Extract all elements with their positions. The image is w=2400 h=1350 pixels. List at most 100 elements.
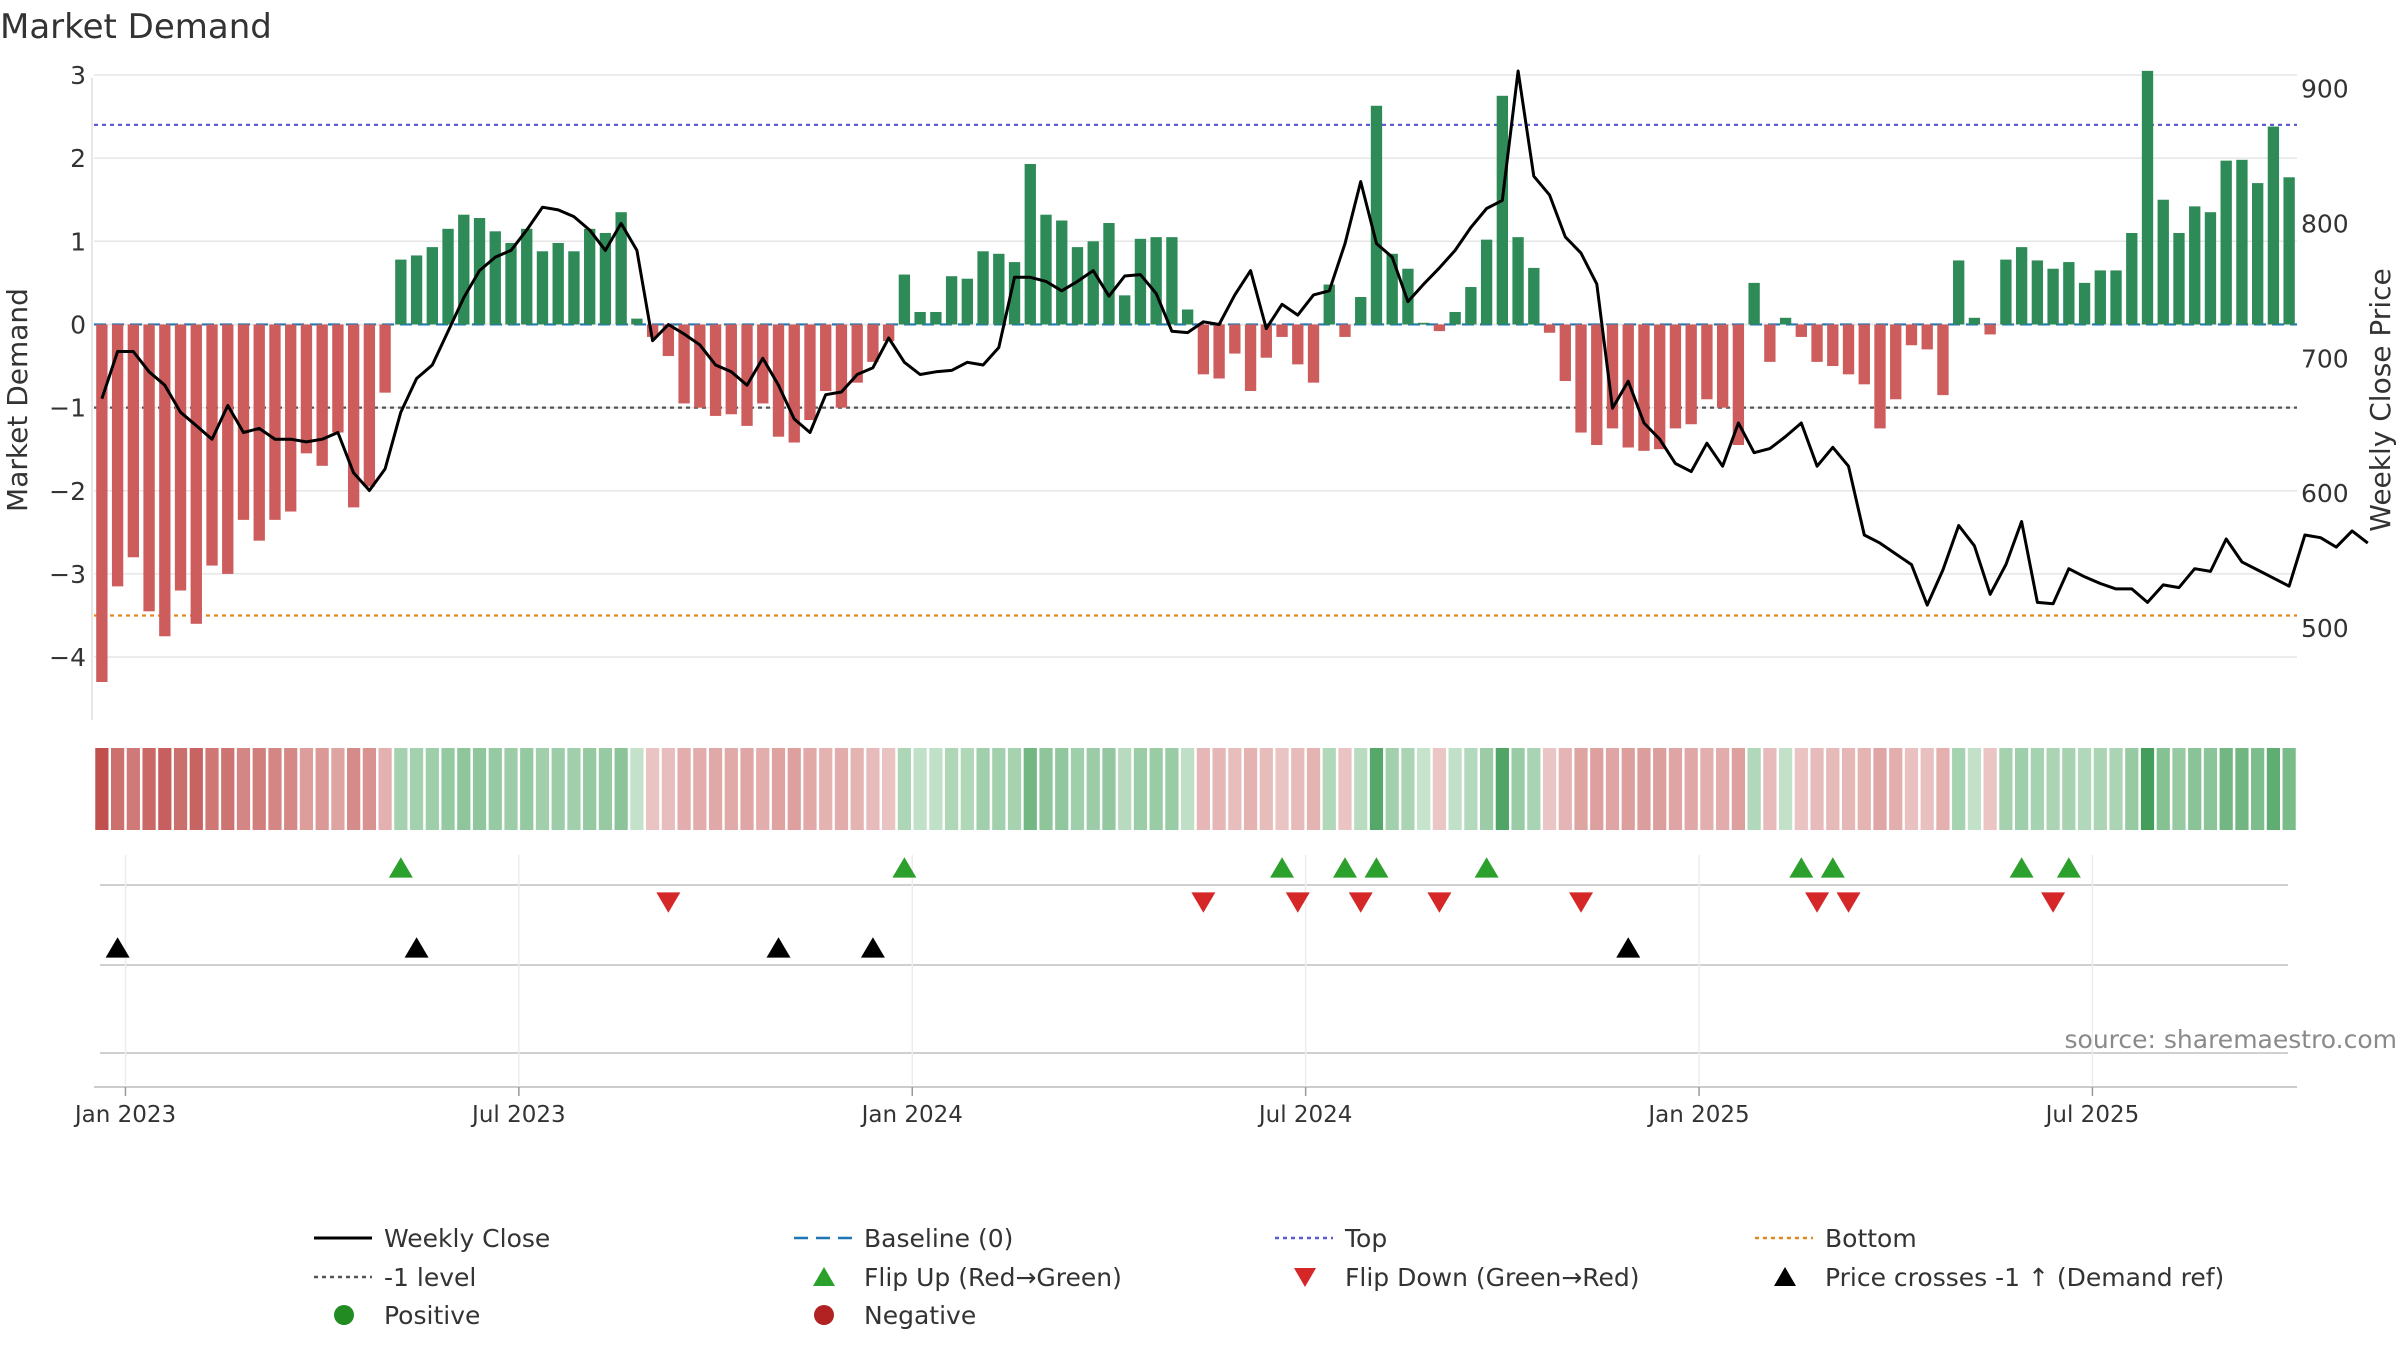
- legend-label: Bottom: [1825, 1224, 1917, 1253]
- demand-bar-positive: [2110, 270, 2122, 325]
- y-left-tick-label: −2: [49, 477, 86, 506]
- demand-bar-negative: [1827, 324, 1839, 367]
- flip-up-marker: [1789, 857, 1814, 878]
- flip-up-marker: [1474, 857, 1499, 878]
- flip-down-marker: [1191, 892, 1216, 913]
- y-left-tick-label: 1: [70, 227, 86, 256]
- legend-label: -1 level: [384, 1263, 476, 1292]
- strip-cell: [472, 748, 487, 830]
- strip-cell: [724, 748, 738, 830]
- demand-bar-positive: [898, 274, 911, 325]
- strip-cell: [771, 748, 786, 830]
- strip-cell: [2172, 748, 2186, 830]
- demand-bar-negative: [1716, 324, 1729, 408]
- y-left-tick-label: 2: [70, 144, 86, 173]
- demand-bar-negative: [96, 324, 108, 682]
- strip-cell: [708, 748, 723, 830]
- demand-bar-positive: [2000, 259, 2012, 325]
- strip-cell: [488, 748, 502, 830]
- demand-bar-positive: [993, 253, 1005, 325]
- strip-cell: [992, 748, 1006, 830]
- legend-label: Positive: [384, 1301, 480, 1330]
- demand-bar-negative: [1795, 324, 1807, 337]
- strip-cell: [315, 748, 329, 830]
- demand-bar-negative: [820, 324, 832, 391]
- strip-cell: [1385, 748, 1399, 830]
- flip-up-marker: [2056, 857, 2081, 878]
- strip-cell: [1228, 748, 1242, 830]
- flip-down-marker: [656, 892, 681, 913]
- demand-bar-negative: [1307, 324, 1320, 383]
- demand-bar-negative: [804, 324, 816, 421]
- demand-bar-positive: [1968, 317, 1981, 325]
- y-left-tick-label: 3: [70, 61, 86, 90]
- demand-bar-negative: [835, 324, 848, 408]
- strip-cell: [2077, 748, 2092, 830]
- demand-bar-positive: [1056, 220, 1068, 325]
- strip-cell: [1338, 748, 1352, 830]
- strip-cell: [378, 748, 392, 830]
- strip-cell: [1212, 748, 1226, 830]
- strip-cell: [1417, 748, 1431, 830]
- strip-cell: [740, 748, 754, 830]
- demand-bar-positive: [930, 311, 942, 325]
- strip-cell: [2282, 748, 2296, 830]
- demand-bar-negative: [678, 324, 690, 404]
- price-cross-marker: [860, 937, 885, 958]
- demand-bar-positive: [426, 247, 438, 325]
- event-markers: [100, 855, 2288, 1085]
- strip-cell: [1558, 748, 1572, 830]
- strip-cell: [110, 748, 125, 830]
- demand-bar-negative: [347, 324, 360, 508]
- strip-cell: [1102, 748, 1116, 830]
- demand-bar-negative: [1591, 324, 1603, 446]
- demand-bar-negative: [1213, 324, 1225, 379]
- strip-cell: [1165, 748, 1179, 830]
- strip-cell: [583, 748, 597, 830]
- price-cross-marker: [404, 937, 429, 958]
- demand-bar-positive: [1150, 237, 1162, 325]
- demand-bar-positive: [489, 231, 501, 325]
- strip-cell: [866, 748, 880, 830]
- strip-cell: [1542, 748, 1557, 830]
- demand-bar-positive: [2173, 232, 2185, 325]
- strip-cell: [677, 748, 691, 830]
- demand-bar-positive: [1181, 309, 1194, 325]
- strip-cell: [2156, 748, 2170, 830]
- demand-bar-positive: [2220, 160, 2232, 325]
- chart-title: Market Demand: [0, 7, 272, 47]
- demand-bar-negative: [269, 324, 281, 520]
- flip-down-marker: [1348, 892, 1373, 913]
- legend-label: Negative: [864, 1301, 976, 1330]
- demand-bar-positive: [1449, 311, 1461, 325]
- demand-bar-negative: [1276, 324, 1288, 337]
- strip-cell: [1999, 748, 2013, 830]
- strip-cell: [457, 748, 471, 830]
- strip-cell: [2188, 748, 2202, 830]
- demand-bar-positive: [1040, 214, 1052, 325]
- demand-bar-positive: [395, 259, 407, 325]
- demand-bar-positive: [1134, 238, 1147, 325]
- demand-bar-negative: [222, 324, 234, 574]
- demand-bar-negative: [1292, 324, 1304, 365]
- strip-cell: [504, 748, 518, 830]
- strip-cell: [567, 748, 581, 830]
- demand-bar-positive: [2047, 268, 2059, 325]
- demand-bar-negative: [646, 324, 659, 337]
- y-right-tick-label: 500: [2301, 614, 2349, 643]
- strip-cell: [1653, 748, 1667, 830]
- demand-bar-positive: [2094, 270, 2106, 325]
- demand-bar-negative: [1559, 324, 1571, 381]
- legend-label: Price crosses -1 ↑ (Demand ref): [1825, 1263, 2224, 1292]
- legend-swatch-triangle-up: [1774, 1267, 1796, 1286]
- legend-swatch-circle: [334, 1305, 354, 1325]
- demand-bar-negative: [1543, 324, 1556, 333]
- strip-cell: [535, 748, 550, 830]
- demand-bar-positive: [2189, 206, 2201, 325]
- demand-bar-negative: [1244, 324, 1257, 391]
- strip-cell: [2015, 748, 2029, 830]
- demand-bar-positive: [1323, 284, 1335, 325]
- strip-cell: [803, 748, 817, 830]
- y-axis-left-label: Market Demand: [1, 288, 34, 512]
- demand-bar-positive: [1087, 241, 1099, 325]
